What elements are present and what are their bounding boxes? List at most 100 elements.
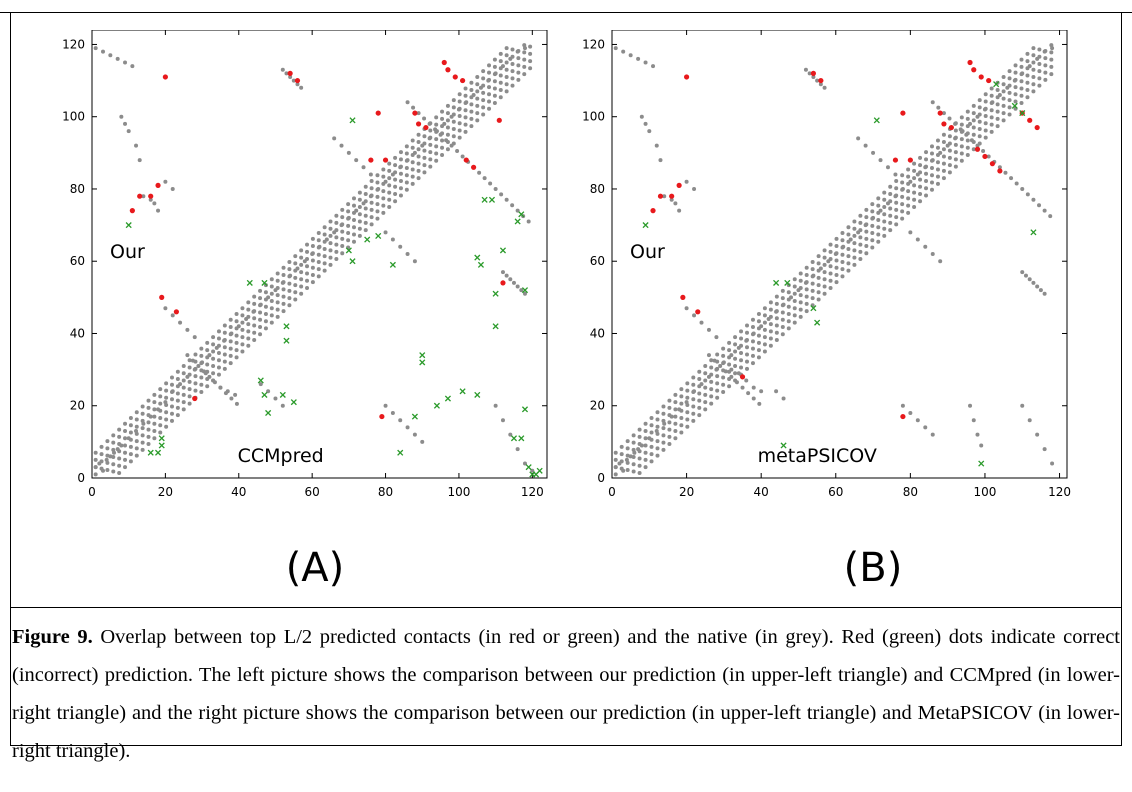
- incorrect-prediction-point: [419, 359, 426, 366]
- native-contact-point: [649, 423, 654, 428]
- native-contact-point: [709, 358, 714, 363]
- incorrect-prediction-point: [477, 261, 485, 268]
- native-contact-point: [258, 288, 263, 293]
- native-contact-point: [643, 457, 648, 462]
- incorrect-prediction-point: [518, 435, 525, 442]
- native-contact-point: [774, 294, 779, 299]
- native-contact-point: [1043, 70, 1048, 75]
- native-contact-point: [510, 203, 515, 208]
- native-contact-point: [923, 165, 928, 170]
- native-contact-point: [522, 46, 527, 51]
- native-contact-point: [460, 154, 465, 159]
- native-contact-point: [434, 122, 439, 127]
- native-contact-point: [222, 352, 227, 357]
- native-contact-point: [669, 197, 674, 202]
- native-contact-point: [273, 396, 278, 401]
- native-contact-point: [768, 307, 773, 312]
- native-contact-point: [463, 129, 468, 134]
- native-contact-point: [947, 170, 952, 175]
- native-contact-point: [322, 232, 327, 237]
- native-contact-point: [246, 343, 251, 348]
- native-contact-point: [655, 424, 660, 429]
- native-contact-point: [383, 179, 388, 184]
- native-contact-point: [445, 103, 450, 108]
- native-contact-point: [852, 219, 857, 224]
- native-contact-point: [1031, 60, 1036, 65]
- native-contact-point: [266, 295, 271, 300]
- native-contact-point: [780, 296, 785, 301]
- native-contact-point: [493, 403, 498, 408]
- native-contact-point: [745, 330, 750, 335]
- native-contact-point: [428, 150, 433, 155]
- native-contact-point: [706, 353, 711, 358]
- native-contact-point: [105, 446, 110, 451]
- native-contact-point: [412, 150, 417, 155]
- native-contact-point: [882, 205, 887, 210]
- correct-prediction-point: [907, 157, 913, 163]
- native-contact-point: [252, 330, 257, 335]
- native-contact-point: [822, 255, 827, 260]
- native-contact-point: [398, 165, 403, 170]
- native-contact-point: [269, 306, 274, 311]
- incorrect-prediction-point: [433, 402, 440, 409]
- native-contact-point: [750, 353, 755, 358]
- native-contact-point: [410, 160, 415, 165]
- native-contact-point: [398, 186, 403, 191]
- native-contact-point: [492, 93, 497, 98]
- native-contact-point: [924, 186, 929, 191]
- native-contact-point: [500, 418, 505, 423]
- native-contact-point: [123, 436, 128, 441]
- native-contact-point: [302, 259, 307, 264]
- native-contact-point: [709, 379, 714, 384]
- native-contact-point: [621, 49, 626, 54]
- native-contact-point: [404, 166, 409, 171]
- native-contact-point: [662, 194, 667, 199]
- native-contact-point: [293, 283, 298, 288]
- incorrect-prediction-point: [349, 117, 356, 124]
- native-contact-point: [504, 53, 509, 58]
- native-contact-point: [428, 164, 433, 169]
- native-contact-point: [989, 108, 994, 113]
- correct-prediction-point: [415, 121, 422, 127]
- incorrect-prediction-point: [1019, 110, 1026, 117]
- native-contact-point: [709, 387, 714, 392]
- native-contact-point: [134, 453, 139, 458]
- native-contact-point: [140, 404, 145, 409]
- native-contact-point: [983, 99, 988, 104]
- native-contact-point: [685, 388, 690, 393]
- native-contact-point: [930, 158, 935, 163]
- native-contact-point: [871, 215, 876, 220]
- native-contact-point: [328, 241, 333, 246]
- native-contact-point: [293, 261, 298, 266]
- native-contact-point: [463, 108, 468, 113]
- native-contact-point: [1025, 95, 1030, 100]
- native-contact-point: [636, 56, 641, 61]
- native-contact-point: [363, 206, 368, 211]
- native-contact-point: [205, 384, 210, 389]
- native-contact-point: [1007, 76, 1012, 81]
- native-contact-point: [846, 268, 851, 273]
- native-contact-point: [181, 364, 186, 368]
- native-contact-point: [1009, 176, 1014, 181]
- native-contact-point: [258, 317, 263, 322]
- native-contact-point: [404, 187, 409, 192]
- native-contact-point: [316, 238, 321, 243]
- native-contact-point: [134, 410, 139, 415]
- native-contact-point: [977, 98, 982, 103]
- native-contact-point: [390, 410, 395, 415]
- native-contact-point: [293, 275, 298, 280]
- x-tick-label: 40: [231, 485, 246, 499]
- native-contact-point: [252, 323, 257, 328]
- native-contact-point: [404, 144, 409, 149]
- native-contact-point: [684, 306, 689, 311]
- native-contact-point: [477, 170, 482, 175]
- native-contact-point: [101, 468, 106, 473]
- native-contact-point: [667, 442, 672, 447]
- native-contact-point: [727, 340, 732, 345]
- native-contact-point: [405, 252, 410, 256]
- native-contact-point: [211, 349, 216, 354]
- native-contact-point: [935, 138, 940, 143]
- native-contact-point: [1005, 85, 1010, 90]
- native-contact-point: [661, 440, 666, 445]
- native-contact-point: [691, 382, 696, 387]
